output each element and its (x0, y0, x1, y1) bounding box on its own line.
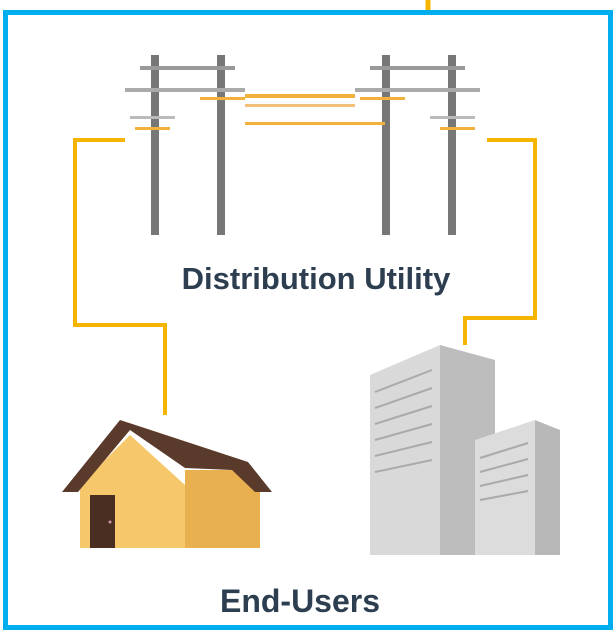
end-users-label: End-Users (220, 583, 380, 619)
utility-label: Distribution Utility (182, 261, 451, 296)
diagram: Distribution Utility End-Users (0, 0, 616, 630)
